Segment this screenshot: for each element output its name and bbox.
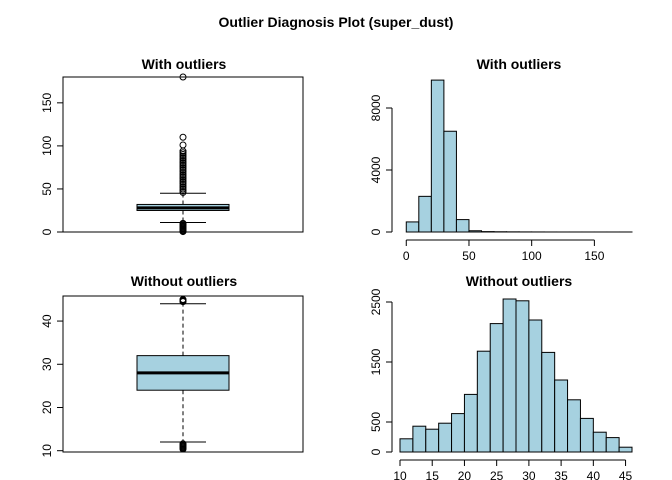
x-tick-label: 25 — [490, 469, 504, 480]
panel-title: Without outliers — [466, 273, 573, 289]
x-tick-label: 150 — [584, 249, 604, 263]
outlier-point — [179, 228, 187, 236]
outlier-point — [179, 445, 187, 453]
histogram-bar — [443, 130, 457, 233]
histogram-bar — [618, 446, 633, 453]
histogram-bar — [579, 417, 594, 453]
histogram-bar — [541, 351, 556, 453]
histogram-bar — [554, 379, 569, 453]
panel-boxplot-without-outliers: Without outliers 10 20 30 40 — [40, 273, 304, 458]
histogram-bar — [476, 350, 491, 453]
panel-boxplot-with-outliers: With outliers 0 50 100 150 — [40, 56, 304, 236]
main-title: Outlier Diagnosis Plot (super_dust) — [219, 14, 454, 30]
x-tick-label: 100 — [522, 249, 542, 263]
histogram-bar — [405, 221, 420, 233]
x-tick-label: 10 — [393, 469, 407, 480]
histogram-bar — [438, 422, 453, 453]
panel-histogram-without-outliers: Without outliers 0 500 1500 2500 10 15 20 25 30 3… — [369, 273, 633, 480]
x-tick-label: 35 — [554, 469, 568, 480]
y-tick-label: 0 — [369, 228, 383, 235]
panel-title: Without outliers — [131, 273, 238, 289]
histogram-bar — [451, 413, 465, 453]
histogram-bar — [468, 230, 483, 233]
y-tick-label: 20 — [40, 400, 54, 414]
panel-title: With outliers — [142, 56, 227, 72]
histogram-bar — [515, 300, 530, 453]
y-tick-label: 40 — [40, 314, 54, 328]
y-tick-label: 30 — [40, 357, 54, 371]
outlier-point — [179, 73, 187, 81]
x-tick-label: 0 — [403, 249, 410, 263]
y-tick-label: 2500 — [369, 288, 383, 315]
y-tick-label: 8000 — [369, 94, 383, 121]
histogram-bar — [418, 195, 432, 233]
x-tick-label: 50 — [462, 249, 476, 263]
y-tick-label: 100 — [40, 136, 54, 156]
x-tick-label: 30 — [522, 469, 536, 480]
x-tick-label: 40 — [587, 469, 601, 480]
outlier-point — [179, 298, 187, 306]
y-tick-label: 150 — [40, 93, 54, 113]
outlier-point — [179, 188, 187, 196]
panel-title: With outliers — [477, 56, 562, 72]
outlier-point — [179, 141, 187, 149]
y-tick-label: 4000 — [369, 156, 383, 183]
x-tick-label: 15 — [426, 469, 440, 480]
histogram-bar — [489, 323, 504, 453]
histogram-bar — [425, 428, 440, 453]
histogram-bar — [463, 393, 478, 453]
histogram-bar — [605, 437, 620, 453]
histogram-bar — [592, 431, 607, 453]
y-tick-label: 0 — [40, 228, 54, 235]
histogram-bar — [412, 425, 427, 453]
x-tick-label: 45 — [619, 469, 633, 480]
panel-histogram-with-outliers: With outliers 0 4000 8000 0 50 100 150 — [369, 56, 633, 263]
y-tick-label: 50 — [40, 182, 54, 196]
histogram-bar — [455, 219, 470, 233]
y-tick-label: 0 — [369, 448, 383, 455]
y-tick-label: 10 — [40, 444, 54, 458]
histogram-bar — [567, 399, 581, 453]
outlier-point — [179, 133, 187, 141]
y-tick-label: 500 — [369, 412, 383, 432]
histogram-bar — [430, 79, 445, 233]
histogram-bar — [528, 319, 543, 453]
y-tick-label: 1500 — [369, 348, 383, 375]
histogram-bar — [502, 298, 517, 453]
x-tick-label: 20 — [458, 469, 472, 480]
histogram-bar — [399, 438, 414, 453]
